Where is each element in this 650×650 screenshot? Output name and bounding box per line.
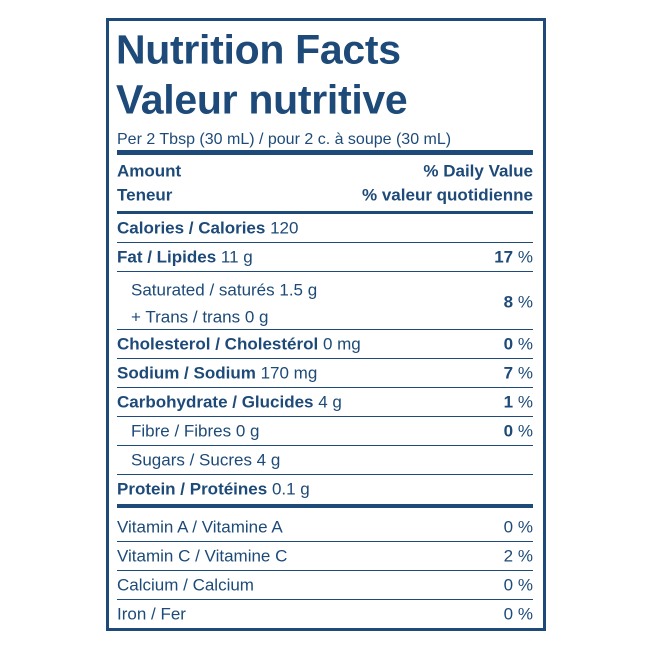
daily-value: 0 %: [504, 519, 533, 536]
label-border: [106, 18, 546, 631]
rule: [117, 474, 533, 475]
dv-unit: %: [517, 363, 533, 383]
daily-value: 0 %: [504, 423, 533, 440]
vitamin: Vitamin C / Vitamine C: [117, 546, 288, 566]
rule: [117, 416, 533, 417]
nutrient-amount: 120: [270, 218, 299, 238]
title: Valeur nutritive: [116, 76, 408, 123]
nutrient: Sodium / Sodium 170 mg: [117, 365, 317, 382]
nutrient: Carbohydrate / Glucides 4 g: [117, 394, 342, 411]
dv-number: 17: [494, 247, 514, 267]
nutrient-amount: 0 mg: [322, 334, 361, 354]
nutrient-name: Sodium / Sodium: [117, 363, 256, 383]
nutrient-name: Carbohydrate / Glucides: [117, 392, 314, 412]
nutrient-amount: 0.1 g: [271, 479, 310, 499]
serving: Per 2 Tbsp (30 mL) / pour 2 c. à soupe (…: [117, 131, 452, 148]
vitamin: Iron / Fer: [117, 604, 186, 624]
rule: [117, 570, 533, 571]
dv-unit: %: [517, 334, 533, 354]
column-header: Amount: [117, 161, 182, 181]
dv-unit: %: [517, 517, 533, 537]
dv-unit: %: [517, 247, 533, 267]
rule: [117, 242, 533, 243]
column-header: % valeur quotidienne: [362, 185, 533, 205]
dv-unit: %: [517, 421, 533, 441]
nutrient-name: Fat / Lipides: [117, 247, 217, 267]
daily-value: 7 %: [504, 365, 533, 382]
nutrient: Fat / Lipides 11 g: [117, 249, 253, 266]
rule: [117, 599, 533, 600]
dv-unit: %: [517, 392, 533, 412]
dv-number: 7: [503, 363, 514, 383]
rule: [117, 329, 533, 330]
nutrient: Protein / Protéines 0.1 g: [117, 481, 310, 498]
rule: [117, 504, 533, 508]
dv-unit: %: [517, 575, 533, 595]
dv-number: 0: [503, 421, 514, 441]
dv-number: 8: [503, 292, 514, 312]
daily-value: 2 %: [504, 548, 533, 565]
dv-number: 0: [503, 334, 514, 354]
daily-value: 1 %: [504, 394, 533, 411]
sub-nutrient: Saturated / saturés 1.5 g: [131, 280, 318, 300]
vitamin: Vitamin A / Vitamine A: [117, 517, 283, 537]
rule: [117, 445, 533, 446]
daily-value: 0 %: [504, 577, 533, 594]
nutrient: Calories / Calories 120: [117, 220, 298, 237]
dv-unit: %: [517, 604, 533, 624]
nutrient-name: Protein / Protéines: [117, 479, 268, 499]
rule: [117, 541, 533, 542]
nutrient-amount: 4 g: [318, 392, 342, 412]
sub-nutrient: Fibre / Fibres 0 g: [131, 421, 260, 441]
daily-value: 0 %: [504, 606, 533, 623]
title: Nutrition Facts: [116, 26, 401, 73]
rule: [117, 150, 533, 155]
column-header: Teneur: [117, 185, 173, 205]
rule: [117, 358, 533, 359]
nutrient-amount: 170 mg: [260, 363, 318, 383]
dv-number: 2: [503, 546, 514, 566]
dv-unit: %: [517, 546, 533, 566]
dv-number: 1: [503, 392, 514, 412]
dv-number: 0: [503, 575, 514, 595]
dv-unit: %: [517, 292, 533, 312]
sub-nutrient: + Trans / trans 0 g: [131, 307, 269, 327]
nutrient: Cholesterol / Cholestérol 0 mg: [117, 336, 361, 353]
sub-nutrient: Sugars / Sucres 4 g: [131, 450, 281, 470]
dv-number: 0: [503, 517, 514, 537]
nutrient-name: Calories / Calories: [117, 218, 266, 238]
daily-value: 8 %: [504, 294, 533, 311]
rule: [117, 211, 533, 214]
daily-value: 17 %: [494, 249, 533, 266]
rule: [117, 387, 533, 388]
rule: [117, 271, 533, 272]
nutrient-name: Cholesterol / Cholestérol: [117, 334, 319, 354]
daily-value: 0 %: [504, 336, 533, 353]
nutrient-amount: 11 g: [220, 247, 253, 267]
vitamin: Calcium / Calcium: [117, 575, 254, 595]
dv-number: 0: [503, 604, 514, 624]
column-header: % Daily Value: [423, 161, 533, 181]
